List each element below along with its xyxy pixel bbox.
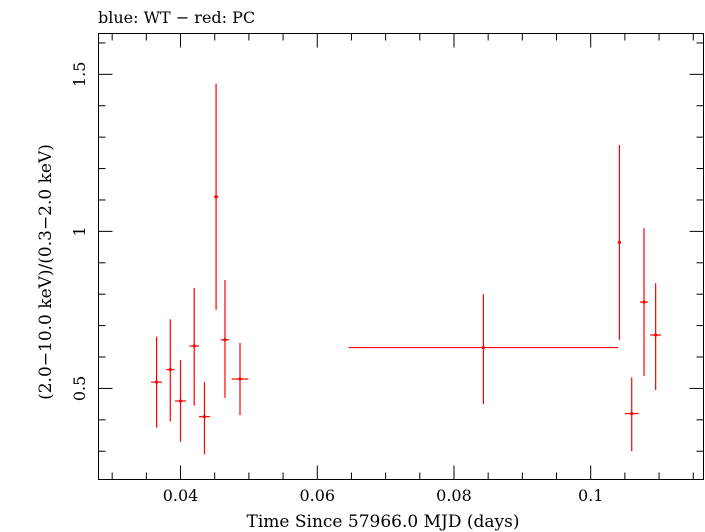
x-tick-label: 0.04 [163,486,199,505]
data-point [166,319,175,422]
point-marker [223,338,227,342]
data-point [175,360,187,442]
data-point [214,83,219,310]
chart-title: blue: WT − red: PC [98,8,255,27]
point-marker [155,380,159,384]
x-tick-label: 0.1 [578,486,603,505]
data-point [617,145,622,340]
point-marker [481,345,485,350]
point-marker [214,195,218,199]
point-marker [238,377,242,381]
plot-frame [98,33,704,480]
data-point [639,228,649,376]
point-marker [168,367,172,372]
point-marker [202,415,207,419]
point-marker [178,399,183,403]
y-tick-labels: 0.5 1 1.5 [70,62,89,402]
axis-ticks [98,33,704,480]
point-marker [630,411,634,416]
data-point [220,280,230,398]
point-marker [654,333,658,337]
x-axis-label: Time Since 57966.0 MJD (days) [247,512,520,532]
data-point [189,287,199,406]
data-point [198,382,210,455]
x-tick-label: 0.08 [436,486,472,505]
data-point [348,294,619,405]
data-point [650,283,662,390]
x-tick-labels: 0.04 0.06 0.08 0.1 [163,486,604,505]
point-marker [192,344,196,348]
y-tick-label: 1.5 [70,62,89,87]
data-point [151,336,163,428]
point-marker [642,300,646,304]
data-point [624,377,639,452]
x-tick-label: 0.06 [299,486,335,505]
y-tick-label: 1 [70,226,89,236]
data-points [151,83,662,455]
data-point [231,342,249,416]
point-marker [617,240,622,244]
y-axis-label: (2.0−10.0 keV)/(0.3−2.0 keV) [36,144,56,400]
y-tick-label: 0.5 [70,376,89,401]
